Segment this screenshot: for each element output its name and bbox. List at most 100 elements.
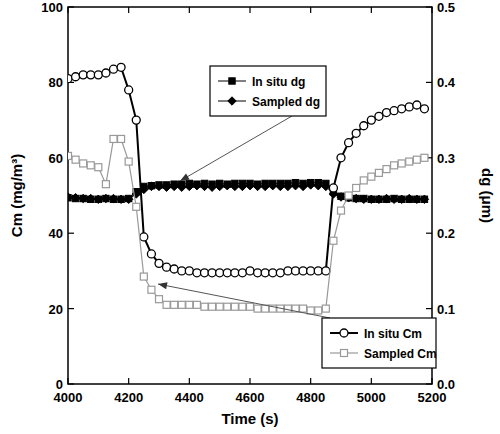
series-marker (117, 63, 125, 71)
plot-frame (68, 7, 432, 384)
y-tick (68, 383, 74, 384)
x-tick (128, 378, 129, 384)
x-tick-top (128, 7, 129, 13)
series-marker (329, 184, 337, 192)
series-marker (133, 203, 140, 210)
series-marker (299, 182, 307, 190)
legend-arrow (158, 284, 330, 318)
series-marker (124, 195, 132, 203)
y2-tick-label: 0.5 (437, 0, 455, 15)
y2-tick-label: 0.1 (437, 302, 455, 317)
series-marker (224, 303, 231, 310)
series-marker (102, 181, 109, 188)
series-marker (345, 192, 352, 199)
series-marker (367, 116, 375, 124)
series-marker (413, 101, 421, 109)
series-marker (178, 267, 186, 275)
series-marker (375, 112, 383, 120)
series-marker (375, 169, 382, 176)
legend: In situ dgSampled dg (180, 66, 326, 181)
chart: 4000420044004600480050005200020406080100… (0, 0, 500, 434)
x-tick-label: 4200 (114, 390, 143, 405)
y2-tick (426, 82, 432, 83)
y-tick-label: 100 (41, 0, 63, 15)
y2-tick-label: 0.0 (437, 377, 455, 392)
series-marker (368, 196, 374, 202)
series-marker (420, 195, 428, 203)
series-marker (368, 173, 375, 180)
series-marker (155, 182, 163, 190)
legend-label: Sampled Cm (364, 347, 437, 361)
series-marker (118, 135, 125, 142)
y2-tick-label: 0.2 (437, 226, 455, 241)
x-tick-label: 4800 (296, 390, 325, 405)
series-line (68, 139, 424, 311)
series-marker (208, 269, 216, 277)
series-marker (170, 265, 178, 273)
series-marker (314, 267, 322, 275)
y-tick (68, 308, 74, 309)
series-3 (68, 135, 428, 314)
series-marker (163, 301, 170, 308)
series-marker (315, 307, 322, 314)
series-marker (163, 263, 171, 271)
legend-swatch-marker (340, 329, 348, 337)
series-marker (406, 158, 413, 165)
series-marker (201, 303, 208, 310)
series-marker (292, 267, 300, 275)
series-marker (391, 162, 398, 169)
series-marker (383, 109, 391, 117)
series-marker (307, 307, 314, 314)
series-marker (200, 182, 208, 190)
series-marker (125, 158, 132, 165)
series-marker (261, 182, 269, 190)
series-marker (414, 196, 420, 202)
series-marker (94, 71, 102, 79)
series-marker (140, 233, 148, 241)
series-marker (254, 305, 261, 312)
series-marker (314, 181, 322, 189)
x-tick-label: 4600 (236, 390, 265, 405)
series-marker (322, 182, 330, 190)
series-marker (110, 135, 117, 142)
y-tick-label: 0 (56, 377, 63, 392)
series-marker (360, 177, 367, 184)
x-tick-top (249, 7, 250, 13)
series-marker (87, 194, 95, 202)
series-marker (68, 152, 72, 159)
series-marker (421, 154, 428, 161)
series-marker (269, 269, 277, 277)
series-marker (209, 303, 216, 310)
series-marker (216, 269, 224, 277)
y2-tick-label: 0.4 (437, 75, 456, 90)
y2-tick (426, 308, 432, 309)
series-marker (215, 182, 223, 190)
series-marker (247, 303, 254, 310)
legend-swatch-marker (229, 78, 235, 84)
series-marker (269, 181, 277, 189)
series-marker (79, 71, 87, 79)
x-tick-label: 5200 (418, 390, 447, 405)
series-marker (345, 139, 353, 147)
legend-swatch-marker (341, 350, 348, 357)
series-marker (72, 156, 79, 163)
x-tick-top (310, 7, 311, 13)
series-marker (306, 181, 314, 189)
series-marker (186, 301, 193, 308)
series-marker (170, 182, 178, 190)
series-marker (118, 196, 124, 202)
y-tick (68, 233, 74, 234)
y-tick-label: 20 (49, 302, 63, 317)
series-marker (87, 162, 94, 169)
series-marker (307, 267, 315, 275)
series-marker (353, 184, 360, 191)
series-marker (337, 154, 345, 162)
series-marker (421, 196, 427, 202)
y-tick-label: 40 (49, 226, 63, 241)
y2-tick-label: 0.3 (437, 151, 455, 166)
plot-area (68, 63, 429, 314)
series-marker (238, 269, 246, 277)
legend-label: In situ Cm (364, 327, 422, 341)
series-marker (284, 305, 291, 312)
legend-label: Sampled dg (252, 95, 320, 109)
